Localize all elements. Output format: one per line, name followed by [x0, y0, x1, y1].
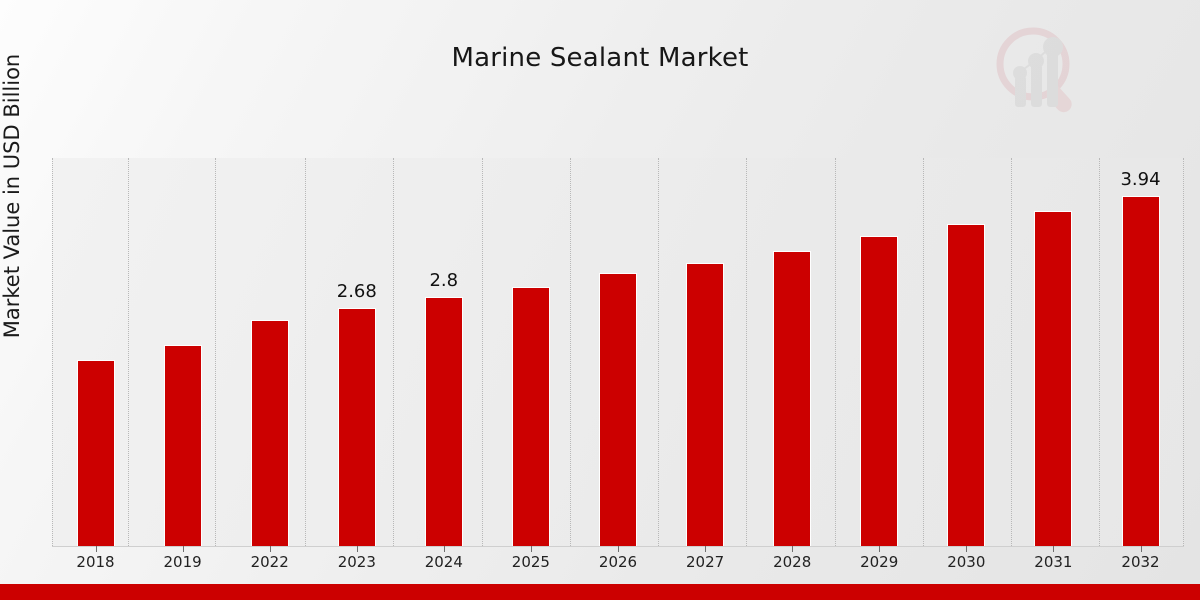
x-tick [705, 546, 707, 552]
x-tick-label-2023: 2023 [337, 553, 376, 571]
x-tick [356, 546, 358, 552]
bottom-accent-bar [0, 584, 1200, 600]
gridline [923, 158, 925, 546]
bar-value-label-2032: 3.94 [1120, 169, 1161, 191]
bar-2029[interactable] [860, 236, 899, 546]
plot-area: 2.68 2.8 3.94 [52, 158, 1184, 547]
x-tick [95, 546, 97, 552]
x-tick-label-2024: 2024 [424, 553, 463, 571]
x-axis: 2018 2019 2022 2023 2024 2025 2026 2027 … [52, 546, 1184, 576]
x-tick [618, 546, 619, 552]
x-tick-label-2028: 2028 [773, 553, 812, 571]
x-tick [530, 546, 532, 552]
bar-2025[interactable] [511, 286, 550, 546]
x-tick [879, 546, 881, 552]
x-tick-label-2018: 2018 [76, 553, 115, 571]
x-tick-label-2025: 2025 [511, 553, 550, 571]
bar-2031[interactable] [1034, 211, 1073, 546]
x-tick [269, 546, 271, 552]
bar-2024[interactable] [424, 297, 463, 546]
x-tick-label-2026: 2026 [598, 553, 638, 571]
bar-2023[interactable] [337, 308, 376, 546]
gridline [1099, 158, 1101, 546]
magnifier-bar-chart-logo-icon [985, 18, 1089, 122]
gridline [52, 158, 54, 546]
gridline [215, 158, 217, 546]
x-tick-label-2022: 2022 [250, 553, 289, 571]
bar-2032[interactable] [1121, 196, 1160, 546]
bar-2026[interactable] [599, 273, 637, 546]
x-tick-label-2030: 2030 [947, 553, 986, 571]
gridline [570, 158, 572, 546]
bar-value-label-2023: 2.68 [336, 281, 377, 303]
bar-2022[interactable] [250, 319, 289, 546]
bar-2027[interactable] [686, 262, 725, 546]
x-tick [792, 546, 794, 552]
y-axis-title: Market Value in USD Billion [0, 53, 24, 339]
x-tick [1140, 546, 1142, 552]
gridline [1183, 158, 1185, 546]
page-title: Marine Sealant Market [451, 43, 749, 73]
x-tick [443, 546, 445, 552]
gridline [1011, 158, 1013, 546]
gridline [128, 158, 130, 546]
gridline [482, 158, 484, 546]
x-tick-label-2019: 2019 [163, 553, 202, 571]
x-tick-label-2032: 2032 [1121, 553, 1160, 571]
x-tick-label-2029: 2029 [860, 553, 899, 571]
x-tick-label-2027: 2027 [686, 553, 725, 571]
x-tick [1053, 546, 1055, 552]
bar-2018[interactable] [76, 359, 115, 546]
x-tick-label-2031: 2031 [1034, 553, 1073, 571]
gridline [658, 158, 660, 546]
bar-2028[interactable] [773, 251, 812, 546]
x-tick [182, 546, 184, 552]
gridline [305, 158, 307, 546]
gridline [835, 158, 837, 546]
bar-value-label-2024: 2.8 [429, 270, 459, 292]
bar-2030[interactable] [947, 223, 986, 546]
bar-2019[interactable] [163, 345, 202, 546]
x-tick [966, 546, 968, 552]
gridline [393, 158, 395, 546]
gridline [746, 158, 748, 546]
